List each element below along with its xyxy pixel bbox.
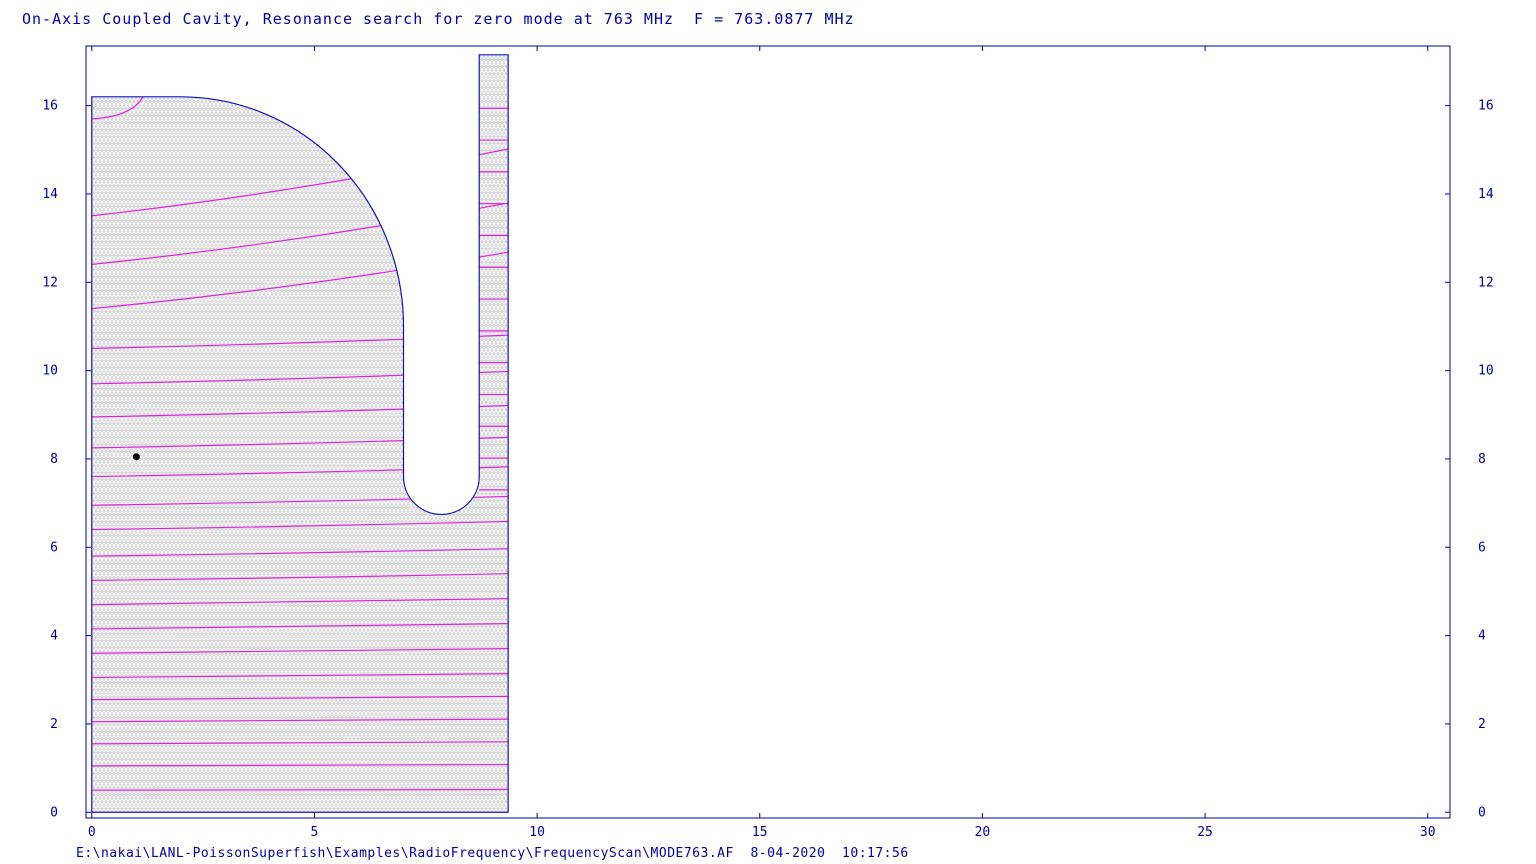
field-line: [91, 763, 509, 767]
y-tick-label-left: 12: [42, 275, 58, 290]
field-line: [91, 673, 509, 679]
y-tick-label-left: 6: [50, 540, 58, 555]
y-tick-label-left: 16: [42, 99, 58, 114]
field-line: [91, 695, 509, 701]
plot-frame: [85, 45, 1451, 819]
y-tick-label-right: 6: [1478, 540, 1486, 555]
y-tick-label-right: 0: [1478, 805, 1486, 820]
y-tick-label-left: 4: [50, 629, 58, 644]
cavity-region: [91, 54, 509, 813]
field-line: [91, 648, 509, 654]
y-tick-label-right: 16: [1478, 99, 1494, 114]
field-line: [91, 598, 509, 606]
x-tick-label: 25: [1197, 825, 1213, 840]
x-tick-label: 10: [529, 825, 545, 840]
x-tick-label: 20: [975, 825, 991, 840]
plot-title: On-Axis Coupled Cavity, Resonance search…: [22, 10, 855, 28]
cavity-boundary: [91, 54, 509, 813]
y-tick-label-left: 14: [42, 187, 58, 202]
x-tick-label: 15: [752, 825, 768, 840]
field-line: [91, 623, 509, 630]
mesh-fill: [91, 54, 509, 813]
y-tick-label-right: 10: [1478, 364, 1494, 379]
field-line: [91, 718, 509, 723]
y-tick-label-left: 2: [50, 717, 58, 732]
field-line: [91, 520, 509, 531]
y-tick-label-left: 0: [50, 805, 58, 820]
field-line: [91, 573, 509, 581]
marker-point: [132, 453, 140, 461]
y-tick-label-right: 4: [1478, 629, 1486, 644]
y-tick-label-right: 8: [1478, 452, 1486, 467]
y-tick-label-right: 2: [1478, 717, 1486, 732]
axis-ticks: 0 5 10 15 20 25 30 0 0 2 2 4 4 6 6 8 8 10 10 12 12 14 14 16 16: [42, 46, 1494, 840]
field-line: [91, 741, 509, 745]
field-line: [91, 548, 509, 557]
x-tick-label: 30: [1420, 825, 1436, 840]
y-tick-label-left: 8: [50, 452, 58, 467]
y-tick-label-left: 10: [42, 364, 58, 379]
y-tick-label-right: 12: [1478, 275, 1494, 290]
file-footer: E:\nakai\LANL-PoissonSuperfish\Examples\…: [76, 846, 909, 861]
x-tick-label: 5: [311, 825, 319, 840]
corner-field-line: [91, 96, 144, 120]
field-line: [91, 788, 509, 791]
y-tick-label-right: 14: [1478, 187, 1494, 202]
x-tick-label: 0: [88, 825, 96, 840]
